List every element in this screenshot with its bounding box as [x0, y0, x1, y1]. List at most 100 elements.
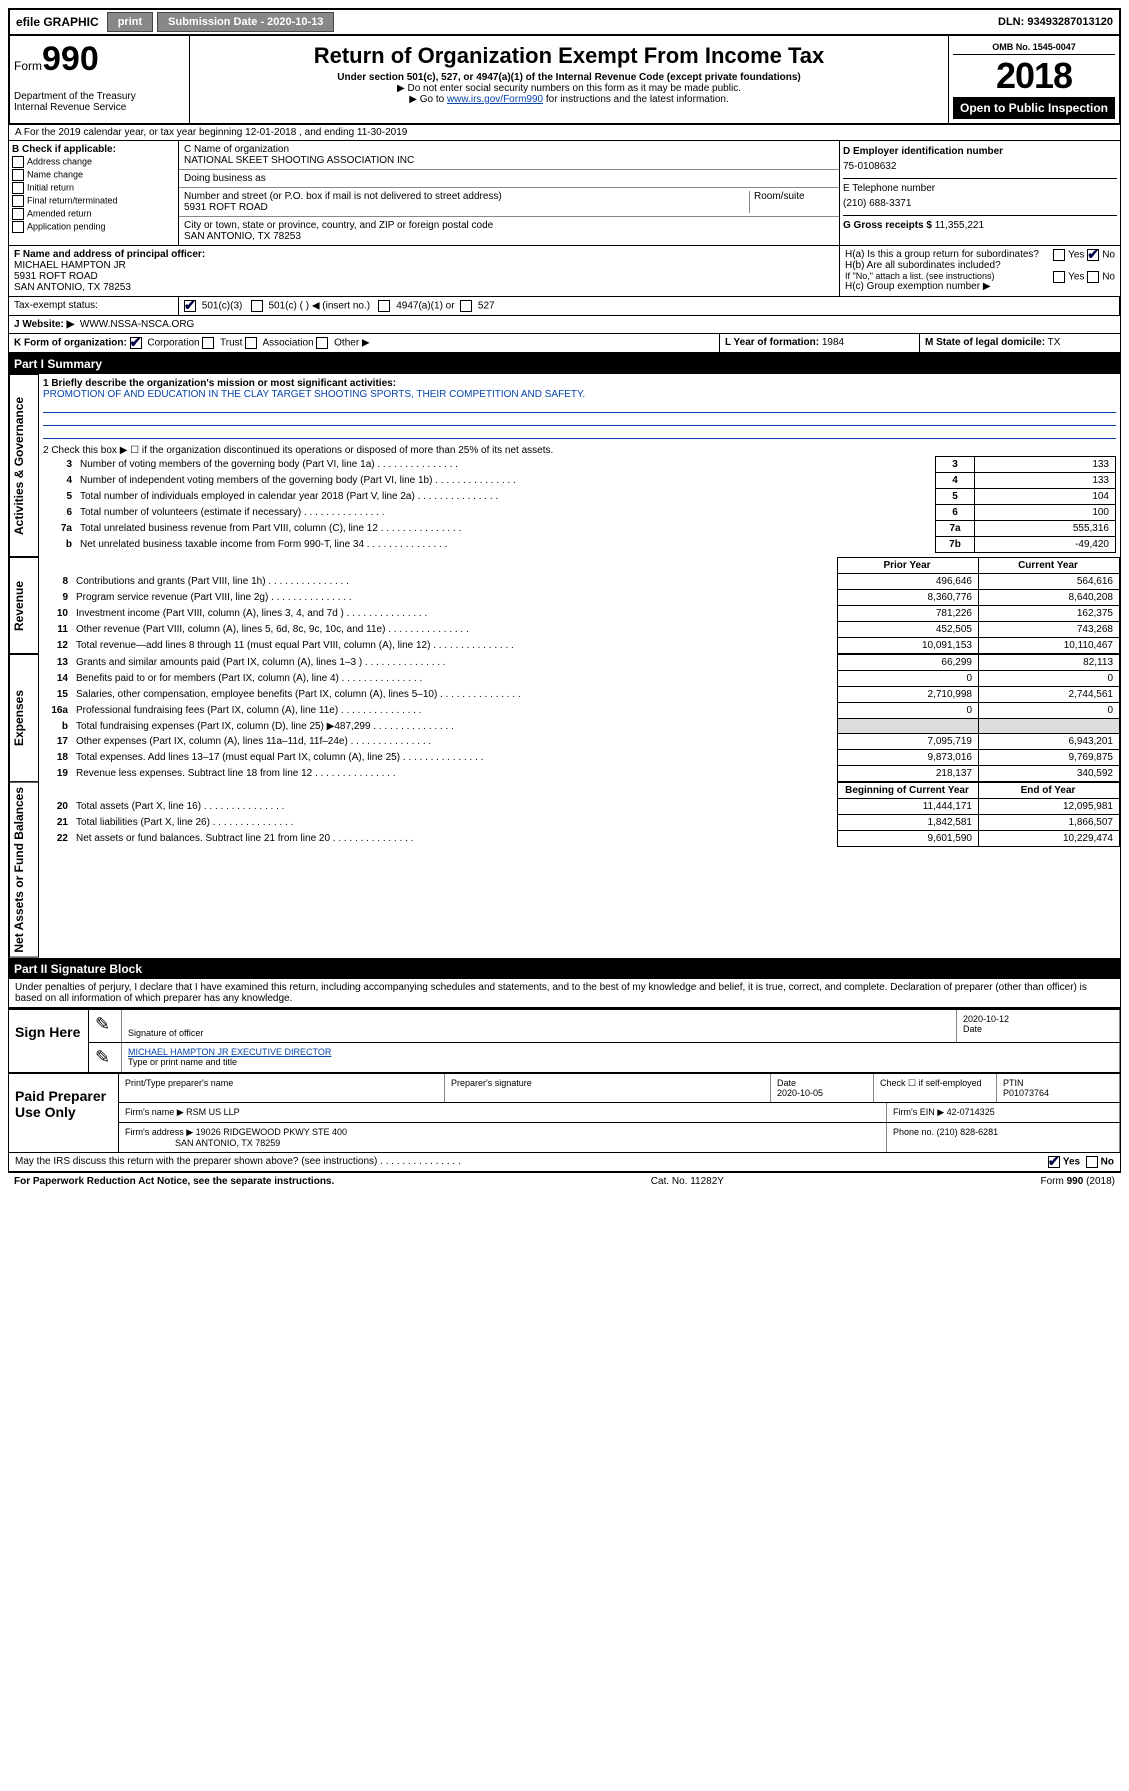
table-row: 14Benefits paid to or for members (Part …	[39, 671, 1120, 687]
form-header: Form990 Department of the Treasury Inter…	[8, 36, 1121, 125]
form-note2: ▶ Go to www.irs.gov/Form990 for instruct…	[194, 94, 944, 105]
gross-receipts: 11,355,221	[935, 220, 984, 231]
ein-value: 75-0108632	[843, 159, 1117, 174]
table-row: 16aProfessional fundraising fees (Part I…	[39, 703, 1120, 719]
chk-other[interactable]	[316, 337, 328, 349]
ptin: P01073764	[1003, 1088, 1049, 1098]
row-klm: K Form of organization: Corporation Trus…	[8, 334, 1121, 354]
table-row: 3Number of voting members of the governi…	[43, 457, 1116, 473]
submission-date-label: Submission Date - 2020-10-13	[157, 12, 334, 32]
org-name: NATIONAL SKEET SHOOTING ASSOCIATION INC	[184, 155, 414, 166]
open-to-public: Open to Public Inspection	[953, 97, 1115, 119]
table-row: 10Investment income (Part VIII, column (…	[39, 606, 1120, 622]
table-row: 18Total expenses. Add lines 13–17 (must …	[39, 750, 1120, 766]
table-row: 17Other expenses (Part IX, column (A), l…	[39, 734, 1120, 750]
table-row: 4Number of independent voting members of…	[43, 473, 1116, 489]
chk-amended[interactable]	[12, 208, 24, 220]
firm-addr: 19026 RIDGEWOOD PKWY STE 400	[196, 1127, 347, 1137]
form-note1: ▶ Do not enter social security numbers o…	[194, 83, 944, 94]
table-row: 22Net assets or fund balances. Subtract …	[39, 831, 1120, 847]
efile-label: efile GRAPHIC	[10, 13, 105, 31]
row-j: J Website: ▶ WWW.NSSA-NSCA.ORG	[8, 316, 1121, 334]
chk-4947[interactable]	[378, 300, 390, 312]
discuss-row: May the IRS discuss this return with the…	[8, 1153, 1121, 1172]
table-row: 20Total assets (Part X, line 16)11,444,1…	[39, 799, 1120, 815]
table-row: 8Contributions and grants (Part VIII, li…	[39, 574, 1120, 590]
declaration: Under penalties of perjury, I declare th…	[8, 979, 1121, 1008]
chk-name[interactable]	[12, 169, 24, 181]
section-expenses: Expenses 13Grants and similar amounts pa…	[8, 654, 1121, 782]
section-revenue: Revenue Prior YearCurrent Year 8Contribu…	[8, 557, 1121, 654]
hb-yes[interactable]	[1053, 271, 1065, 283]
row-tax-j: Tax-exempt status: 501(c)(3) 501(c) ( ) …	[8, 297, 1121, 316]
irs-link[interactable]: www.irs.gov/Form990	[447, 94, 543, 105]
section-governance: Activities & Governance 1 Briefly descri…	[8, 374, 1121, 557]
chk-application[interactable]	[12, 221, 24, 233]
dept-label: Department of the Treasury Internal Reve…	[14, 91, 185, 113]
box-b: B Check if applicable: Address change Na…	[9, 141, 179, 245]
firm-name: RSM US LLP	[186, 1107, 240, 1117]
print-button[interactable]: print	[107, 12, 153, 32]
table-row: 21Total liabilities (Part X, line 26)1,8…	[39, 815, 1120, 831]
chk-initial[interactable]	[12, 182, 24, 194]
ha-no[interactable]	[1087, 249, 1099, 261]
table-row: 15Salaries, other compensation, employee…	[39, 687, 1120, 703]
table-row: 12Total revenue—add lines 8 through 11 (…	[39, 638, 1120, 654]
info-grid: B Check if applicable: Address change Na…	[8, 141, 1121, 246]
form-number: 990	[42, 40, 99, 78]
row-a: A For the 2019 calendar year, or tax yea…	[8, 125, 1121, 141]
sign-here-block: Sign Here ✎ Signature of officer 2020-10…	[8, 1008, 1121, 1073]
rev-table: Prior YearCurrent Year 8Contributions an…	[39, 557, 1120, 654]
year-formation: 1984	[822, 337, 844, 348]
sig-date: 2020-10-12	[963, 1014, 1009, 1024]
chk-assoc[interactable]	[245, 337, 257, 349]
vlabel-gov: Activities & Governance	[9, 374, 39, 557]
section-netassets: Net Assets or Fund Balances Beginning of…	[8, 782, 1121, 959]
phone-value: (210) 688-3371	[843, 196, 1117, 211]
discuss-no[interactable]	[1086, 1156, 1098, 1168]
form-title: Return of Organization Exempt From Incom…	[194, 43, 944, 69]
ha-yes[interactable]	[1053, 249, 1065, 261]
tax-year: 2018	[953, 55, 1115, 97]
discuss-yes[interactable]	[1048, 1156, 1060, 1168]
org-address: 5931 ROFT ROAD	[184, 202, 268, 213]
chk-final[interactable]	[12, 195, 24, 207]
vlabel-rev: Revenue	[9, 557, 39, 654]
table-row: bTotal fundraising expenses (Part IX, co…	[39, 719, 1120, 734]
dln-label: DLN: 93493287013120	[992, 14, 1119, 30]
part2-header: Part II Signature Block	[8, 959, 1121, 979]
mission-text: PROMOTION OF AND EDUCATION IN THE CLAY T…	[43, 389, 1116, 400]
form-subtitle: Under section 501(c), 527, or 4947(a)(1)…	[194, 72, 944, 83]
vlabel-net: Net Assets or Fund Balances	[9, 782, 39, 958]
table-row: 19Revenue less expenses. Subtract line 1…	[39, 766, 1120, 782]
table-row: 11Other revenue (Part VIII, column (A), …	[39, 622, 1120, 638]
website-value: WWW.NSSA-NSCA.ORG	[80, 319, 194, 330]
table-row: 7aTotal unrelated business revenue from …	[43, 521, 1116, 537]
box-h: H(a) Is this a group return for subordin…	[840, 246, 1120, 296]
chk-501c3[interactable]	[184, 300, 196, 312]
firm-ein: 42-0714325	[947, 1107, 995, 1117]
chk-corp[interactable]	[130, 337, 142, 349]
table-row: 6Total number of volunteers (estimate if…	[43, 505, 1116, 521]
officer-typed[interactable]: MICHAEL HAMPTON JR EXECUTIVE DIRECTOR	[128, 1047, 331, 1057]
paid-preparer-block: Paid Preparer Use Only Print/Type prepar…	[8, 1073, 1121, 1153]
chk-527[interactable]	[460, 300, 472, 312]
officer-name: MICHAEL HAMPTON JR	[14, 260, 126, 271]
table-row: 13Grants and similar amounts paid (Part …	[39, 655, 1120, 671]
right-col: D Employer identification number 75-0108…	[840, 141, 1120, 245]
part1-header: Part I Summary	[8, 354, 1121, 374]
gov-table: 3Number of voting members of the governi…	[43, 456, 1116, 553]
footer: For Paperwork Reduction Act Notice, see …	[8, 1172, 1121, 1190]
state-domicile: TX	[1048, 337, 1061, 348]
chk-501c[interactable]	[251, 300, 263, 312]
chk-trust[interactable]	[202, 337, 214, 349]
exp-table: 13Grants and similar amounts paid (Part …	[39, 654, 1120, 782]
hb-no[interactable]	[1087, 271, 1099, 283]
chk-address[interactable]	[12, 156, 24, 168]
top-bar: efile GRAPHIC print Submission Date - 20…	[8, 8, 1121, 36]
preparer-phone: (210) 828-6281	[937, 1127, 999, 1137]
vlabel-exp: Expenses	[9, 654, 39, 782]
row-fh: F Name and address of principal officer:…	[8, 246, 1121, 297]
table-row: bNet unrelated business taxable income f…	[43, 537, 1116, 553]
omb-number: OMB No. 1545-0047	[953, 40, 1115, 55]
